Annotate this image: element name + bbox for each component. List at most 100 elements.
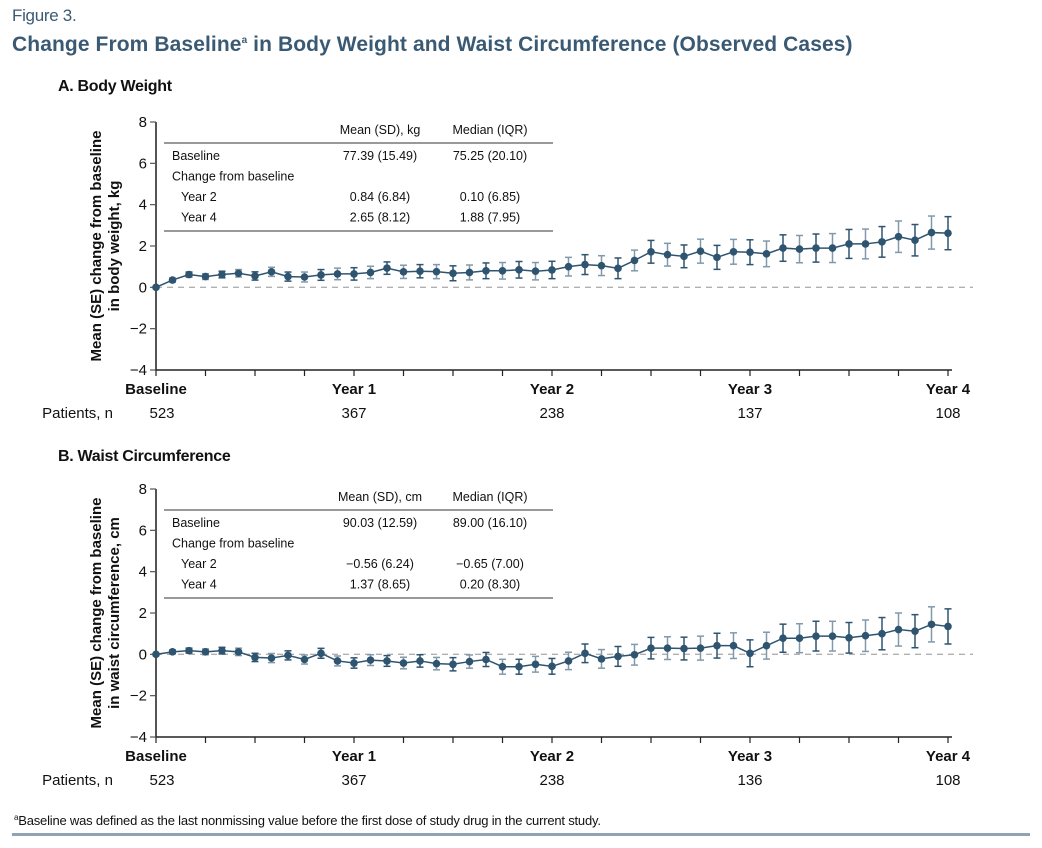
y-axis-label-line-2: in waist circumference, cm — [106, 517, 123, 709]
data-point — [300, 655, 309, 664]
data-point — [218, 646, 226, 655]
data-point — [779, 634, 787, 643]
data-point — [581, 649, 589, 658]
y-tick-label: 2 — [139, 605, 147, 622]
patients-count: 523 — [149, 772, 174, 789]
table-header-mean: Mean (SD), cm — [338, 490, 422, 504]
data-point — [366, 268, 375, 277]
y-tick-label: −2 — [130, 321, 147, 338]
patients-count: 523 — [149, 405, 174, 422]
data-point — [795, 245, 804, 253]
y-tick-label: 8 — [139, 114, 147, 131]
chart-panel-body-weight: −4 −2 0 2 4 6 8 Baseline 523 Year 1 367 Year 2 238 Ye… — [42, 114, 973, 422]
data-point — [300, 273, 309, 281]
patients-count: 367 — [341, 772, 366, 789]
series-waist-circumference-change — [152, 606, 952, 675]
data-point — [861, 631, 870, 640]
data-point — [152, 650, 160, 659]
data-point — [416, 267, 424, 276]
table-header-median: Median (IQR) — [452, 123, 527, 137]
x-tick-label-year-2: Year 2 — [530, 748, 574, 765]
x-tick-label-year-3: Year 3 — [728, 381, 772, 398]
inset-table: Mean (SD), cm Median (IQR) Baseline 90.03 (… — [164, 490, 553, 599]
patients-count: 238 — [539, 772, 564, 789]
figure-title-main: Change From Baseline — [12, 33, 242, 56]
data-point — [663, 644, 672, 652]
data-point — [548, 662, 556, 671]
data-point — [845, 634, 853, 642]
data-point — [614, 652, 622, 661]
data-point — [878, 238, 886, 246]
patients-count: 367 — [341, 405, 366, 422]
x-tick-label-year-4: Year 4 — [926, 748, 971, 765]
data-point — [201, 272, 210, 281]
patients-count: 137 — [737, 405, 762, 422]
data-point — [317, 271, 325, 279]
data-point — [267, 654, 276, 662]
figure-title: Change From Baselinea in Body Weight and… — [12, 33, 853, 57]
x-tick-label-year-1: Year 1 — [332, 748, 376, 765]
data-point — [581, 260, 589, 269]
patients-count: 238 — [539, 405, 564, 422]
patients-row-label: Patients, n — [42, 405, 113, 422]
data-point — [432, 267, 441, 276]
data-point — [812, 632, 820, 640]
data-point — [861, 240, 870, 248]
table-row-label: Year 4 — [181, 578, 217, 592]
table-row: Change from baseline — [172, 537, 294, 551]
table-cell-mean: −0.56 (6.24) — [346, 557, 414, 571]
data-point — [795, 634, 804, 643]
patients-count: 108 — [935, 772, 960, 789]
data-point — [449, 269, 457, 278]
data-point — [416, 657, 424, 665]
data-point — [663, 250, 672, 259]
data-point — [399, 268, 408, 276]
table-row-label: Baseline — [172, 149, 220, 163]
data-point — [482, 267, 490, 275]
data-point — [911, 236, 919, 245]
data-point — [465, 657, 474, 666]
data-point — [366, 656, 375, 664]
table-row: Change from baseline — [172, 170, 294, 184]
y-tick-label: 6 — [139, 155, 147, 172]
data-point — [383, 264, 391, 272]
data-point — [350, 659, 358, 667]
data-point — [630, 256, 639, 265]
data-point — [498, 662, 507, 671]
table-cell-mean: 2.65 (8.12) — [350, 211, 410, 225]
y-tick-label: 0 — [139, 646, 147, 663]
table-row: Year 4 2.65 (8.12) 1.88 (7.95) — [181, 211, 520, 225]
data-point — [927, 228, 936, 237]
data-point — [828, 632, 837, 640]
x-tick-label-baseline: Baseline — [125, 748, 187, 765]
y-axis-label-line-2: in body weight, kg — [106, 181, 123, 312]
y-tick-label: 8 — [139, 481, 147, 498]
y-tick-label: −4 — [130, 362, 147, 379]
data-point — [350, 270, 358, 278]
x-tick-label-baseline: Baseline — [125, 381, 187, 398]
data-point — [201, 648, 210, 656]
table-cell-median: 89.00 (16.10) — [453, 516, 527, 530]
patients-row-label: Patients, n — [42, 772, 113, 789]
data-point — [713, 641, 721, 650]
data-point — [762, 250, 771, 258]
data-point — [713, 253, 721, 262]
footnote: aBaseline was defined as the last nonmis… — [14, 813, 601, 828]
y-tick-label: 4 — [139, 564, 147, 581]
table-row: Year 2 −0.56 (6.24) −0.65 (7.00) — [181, 557, 524, 571]
y-tick-label: −4 — [130, 729, 147, 746]
y-tick-label: 2 — [139, 238, 147, 255]
data-point — [729, 641, 738, 650]
data-point — [317, 649, 325, 658]
data-point — [746, 649, 754, 658]
data-point — [168, 648, 177, 656]
data-point — [218, 270, 226, 279]
table-row-label: Year 2 — [181, 190, 217, 204]
x-tick-label-year-3: Year 3 — [728, 748, 772, 765]
data-point — [564, 657, 573, 665]
table-row: Year 4 1.37 (8.65) 0.20 (8.30) — [181, 578, 520, 592]
data-point — [845, 240, 853, 248]
data-point — [927, 620, 936, 629]
x-tick-label-year-2: Year 2 — [530, 381, 574, 398]
